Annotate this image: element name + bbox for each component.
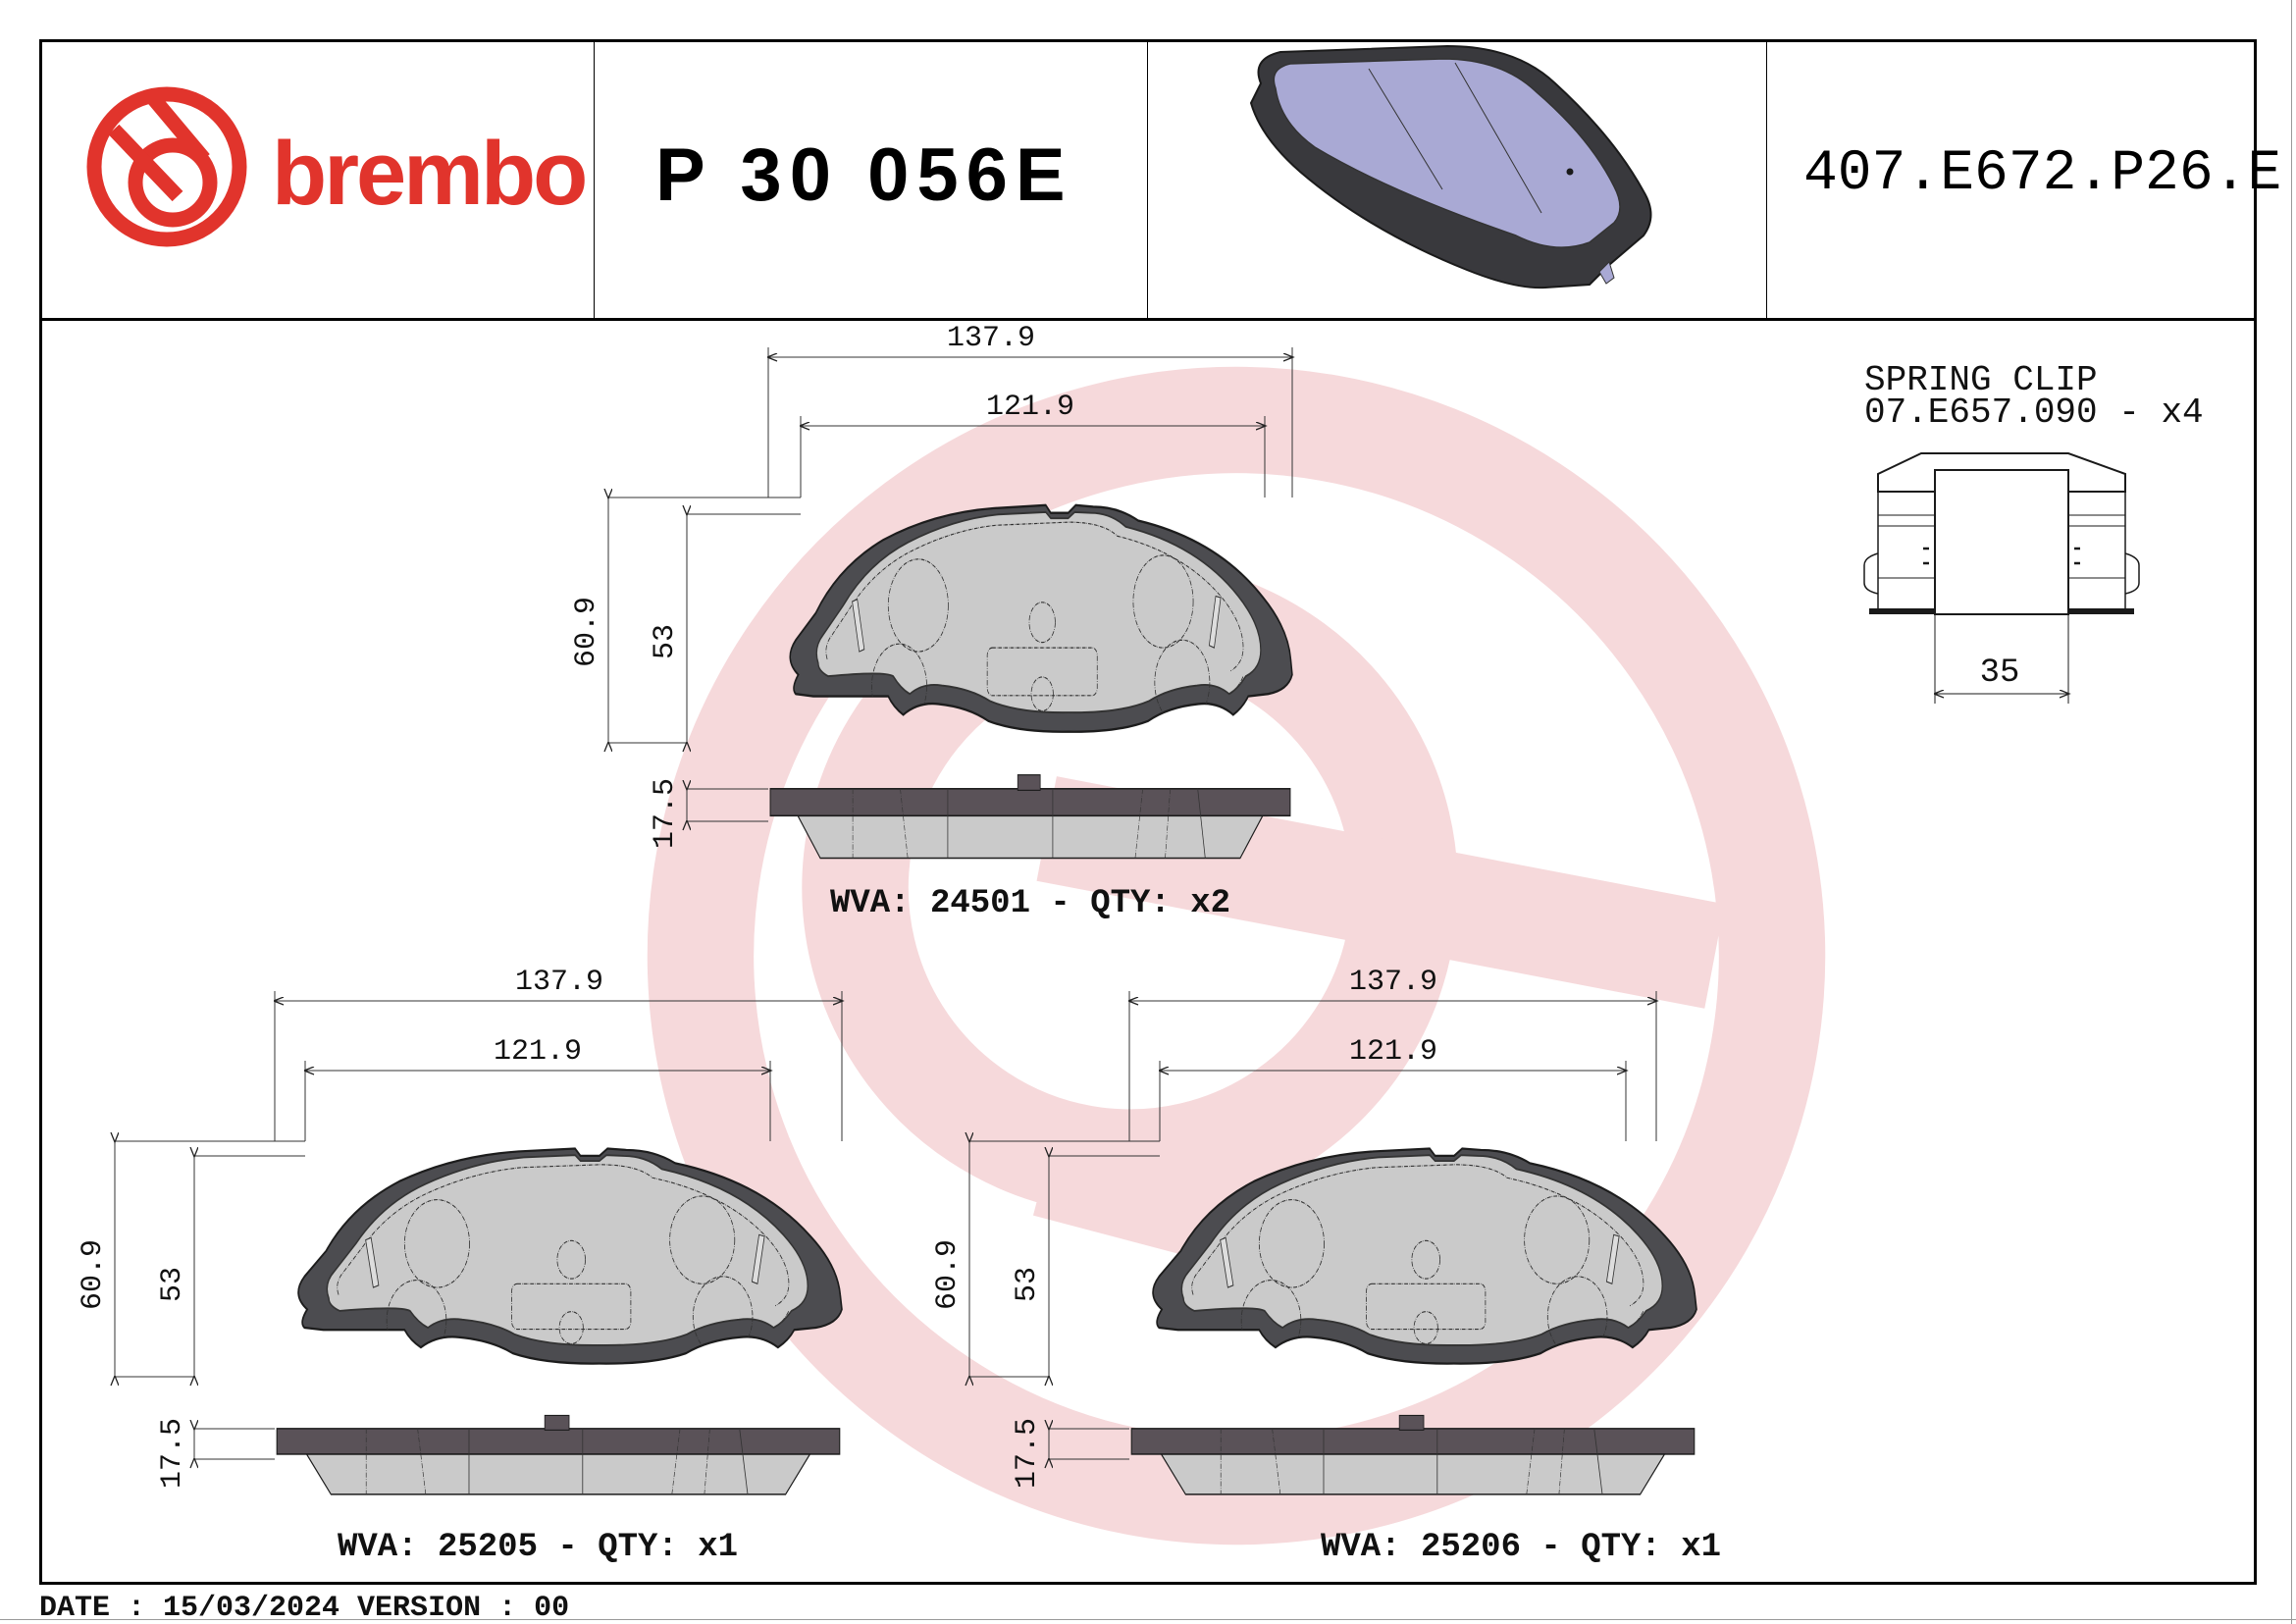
svg-text:WVA: 24501 - QTY: x2: WVA: 24501 - QTY: x2 bbox=[830, 885, 1230, 922]
svg-text:121.9: 121.9 bbox=[986, 391, 1074, 424]
svg-text:121.9: 121.9 bbox=[494, 1035, 582, 1069]
svg-text:WVA: 25206 - QTY: x1: WVA: 25206 - QTY: x1 bbox=[1321, 1529, 1721, 1566]
svg-text:53: 53 bbox=[1011, 1267, 1044, 1302]
svg-text:60.9: 60.9 bbox=[931, 1239, 965, 1310]
svg-text:35: 35 bbox=[1980, 655, 2020, 692]
svg-text:DATE : 15/03/2024 VERSION : 00: DATE : 15/03/2024 VERSION : 00 bbox=[39, 1592, 569, 1624]
svg-text:17.5: 17.5 bbox=[1011, 1418, 1044, 1489]
svg-text:17.5: 17.5 bbox=[649, 778, 682, 849]
svg-text:brembo: brembo bbox=[272, 124, 585, 224]
svg-text:60.9: 60.9 bbox=[77, 1239, 110, 1310]
svg-text:137.9: 137.9 bbox=[515, 966, 603, 999]
svg-text:137.9: 137.9 bbox=[1349, 966, 1437, 999]
svg-text:07.E657.090 - x4: 07.E657.090 - x4 bbox=[1864, 393, 2204, 433]
svg-text:17.5: 17.5 bbox=[156, 1418, 189, 1489]
svg-text:WVA: 25205 - QTY: x1: WVA: 25205 - QTY: x1 bbox=[338, 1529, 738, 1566]
svg-text:137.9: 137.9 bbox=[947, 322, 1035, 355]
svg-text:53: 53 bbox=[156, 1267, 189, 1302]
svg-text:60.9: 60.9 bbox=[570, 597, 603, 667]
svg-text:121.9: 121.9 bbox=[1349, 1035, 1437, 1069]
svg-text:53: 53 bbox=[649, 624, 682, 659]
